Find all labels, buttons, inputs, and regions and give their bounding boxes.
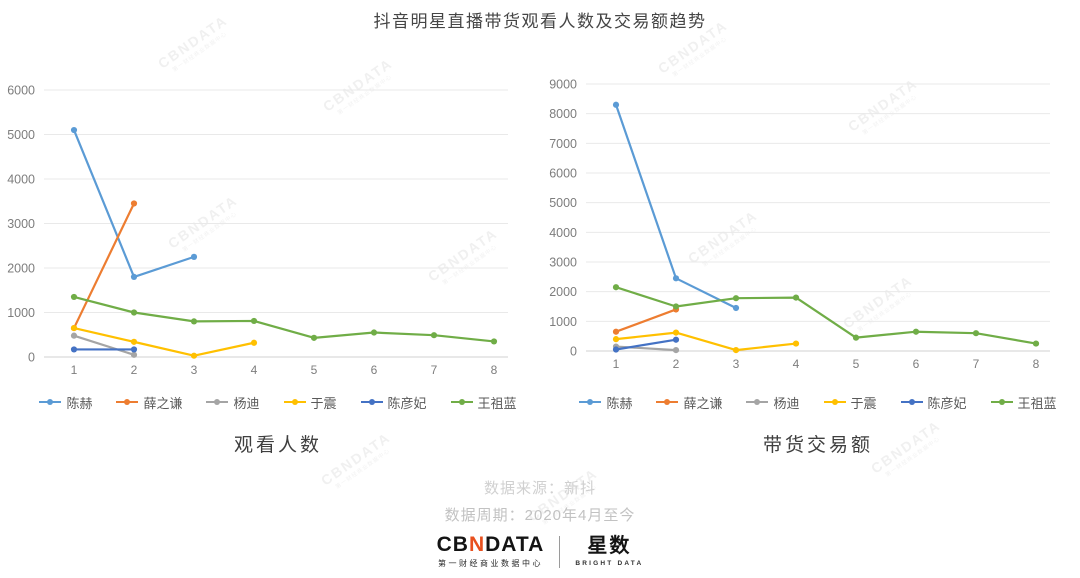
cbndata-logo: CBNDATA 第一财经商业数据中心 (437, 534, 545, 569)
svg-text:5000: 5000 (7, 128, 35, 142)
gmv-plot: 0 1000 2000 3000 4000 5000 6000 7000 8000 9000 1 2 3… (549, 78, 1050, 371)
cbndata-logo-subtitle: 第一财经商业数据中心 (437, 559, 543, 568)
legend-line-marker-icon (746, 399, 769, 405)
svg-text:6000: 6000 (7, 84, 35, 98)
svg-text:3000: 3000 (7, 217, 35, 231)
gmv-chart: 0 1000 2000 3000 4000 5000 6000 7000 8000 9000 1 2 3… (540, 64, 1080, 386)
legend-line-marker-icon (360, 399, 383, 405)
legend-line-marker-icon (656, 399, 679, 405)
legend-item-陈赫: 陈赫 (579, 393, 632, 412)
legend-label: 于震 (850, 395, 877, 411)
cbndata-n: N (468, 533, 486, 556)
legend-line-marker-icon (990, 399, 1013, 405)
legend-item-薛之谦: 薛之谦 (116, 393, 182, 412)
svg-text:3: 3 (733, 357, 740, 371)
xingshu-wordmark: 星数 (587, 535, 632, 557)
legend-label: 陈彦妃 (927, 395, 967, 411)
logo-divider (559, 535, 561, 568)
svg-text:7: 7 (973, 357, 980, 371)
svg-text:2000: 2000 (7, 262, 35, 276)
svg-text:0: 0 (28, 351, 35, 365)
svg-text:9000: 9000 (549, 78, 577, 92)
svg-text:7000: 7000 (549, 137, 577, 151)
xingshu-logo: 星数 BRIGHT DATA (575, 536, 643, 567)
xingshu-logo-subtitle: BRIGHT DATA (575, 560, 644, 567)
legend-item-杨迪: 杨迪 (746, 393, 800, 412)
cbndata-wordmark: CBNDATA (437, 534, 545, 555)
legend-label: 于震 (310, 395, 337, 411)
svg-text:4000: 4000 (7, 173, 35, 187)
legend-item-杨迪: 杨迪 (206, 393, 260, 412)
legend-item-薛之谦: 薛之谦 (656, 393, 722, 412)
viewers-chart: 0 1000 2000 3000 4000 5000 6000 1 2 3 4 5 6 7 8 (0, 70, 538, 392)
svg-text:5000: 5000 (549, 196, 577, 210)
svg-text:0: 0 (570, 345, 577, 359)
legend-label: 薛之谦 (683, 395, 723, 411)
footer-logos: CBNDATA 第一财经商业数据中心 星数 BRIGHT DATA (0, 534, 1080, 569)
svg-text:1000: 1000 (7, 306, 35, 320)
svg-text:4: 4 (251, 363, 258, 377)
svg-text:6000: 6000 (549, 167, 577, 181)
svg-text:2: 2 (673, 357, 680, 371)
legend-line-marker-icon (579, 399, 602, 405)
legend-label: 王祖蓝 (477, 395, 517, 411)
legend-item-于震: 于震 (283, 393, 337, 412)
legend-line-marker-icon (206, 399, 229, 405)
data-source-note: 数据来源：新抖 (483, 480, 596, 497)
viewers-plot: 0 1000 2000 3000 4000 5000 6000 1 2 3 4 5 6 7 8 (7, 84, 508, 377)
legend-item-王祖蓝: 王祖蓝 (990, 393, 1057, 412)
svg-text:3000: 3000 (549, 256, 577, 270)
legend-label: 杨迪 (773, 395, 800, 411)
legend-item-陈彦妃: 陈彦妃 (360, 393, 427, 412)
legend-line-marker-icon (823, 399, 846, 405)
legend-label: 王祖蓝 (1017, 395, 1057, 411)
svg-text:7: 7 (431, 363, 438, 377)
legend-line-marker-icon (116, 399, 139, 405)
figure-title: 抖音明星直播带货观看人数及交易额趋势 (373, 12, 707, 31)
svg-text:8000: 8000 (549, 107, 577, 121)
svg-text:6: 6 (371, 363, 378, 377)
legend-item-王祖蓝: 王祖蓝 (450, 393, 517, 412)
svg-text:2000: 2000 (549, 285, 577, 299)
legend-label: 杨迪 (233, 395, 260, 411)
svg-text:3: 3 (191, 363, 198, 377)
svg-text:5: 5 (853, 357, 860, 371)
legend-line-marker-icon (39, 399, 62, 405)
svg-text:4: 4 (793, 357, 800, 371)
viewers-chart-title: 观看人数 (233, 435, 322, 456)
svg-text:5: 5 (311, 363, 318, 377)
gmv-legend: 陈赫 薛之谦 杨迪 于震 陈彦妃 王祖蓝 (548, 393, 1080, 412)
gmv-chart-title: 带货交易额 (762, 435, 873, 456)
svg-text:2: 2 (131, 363, 138, 377)
svg-text:6: 6 (913, 357, 920, 371)
legend-line-marker-icon (283, 399, 306, 405)
svg-text:1000: 1000 (549, 315, 577, 329)
legend-line-marker-icon (900, 399, 923, 405)
svg-text:8: 8 (491, 363, 498, 377)
legend-item-于震: 于震 (823, 393, 877, 412)
legend-item-陈彦妃: 陈彦妃 (900, 393, 967, 412)
svg-text:8: 8 (1033, 357, 1040, 371)
svg-text:1: 1 (613, 357, 620, 371)
legend-label: 薛之谦 (143, 395, 183, 411)
viewers-legend: 陈赫 薛之谦 杨迪 于震 陈彦妃 王祖蓝 (8, 393, 548, 412)
legend-line-marker-icon (450, 399, 473, 405)
cbndata-cb: CB (436, 533, 469, 556)
legend-label: 陈彦妃 (387, 395, 427, 411)
data-period-note: 数据周期：2020年4月至今 (444, 507, 636, 524)
legend-item-陈赫: 陈赫 (39, 393, 92, 412)
legend-label: 陈赫 (66, 395, 93, 411)
cbndata-data: DATA (485, 533, 545, 556)
legend-label: 陈赫 (606, 395, 633, 411)
svg-text:4000: 4000 (549, 226, 577, 240)
svg-text:1: 1 (71, 363, 78, 377)
